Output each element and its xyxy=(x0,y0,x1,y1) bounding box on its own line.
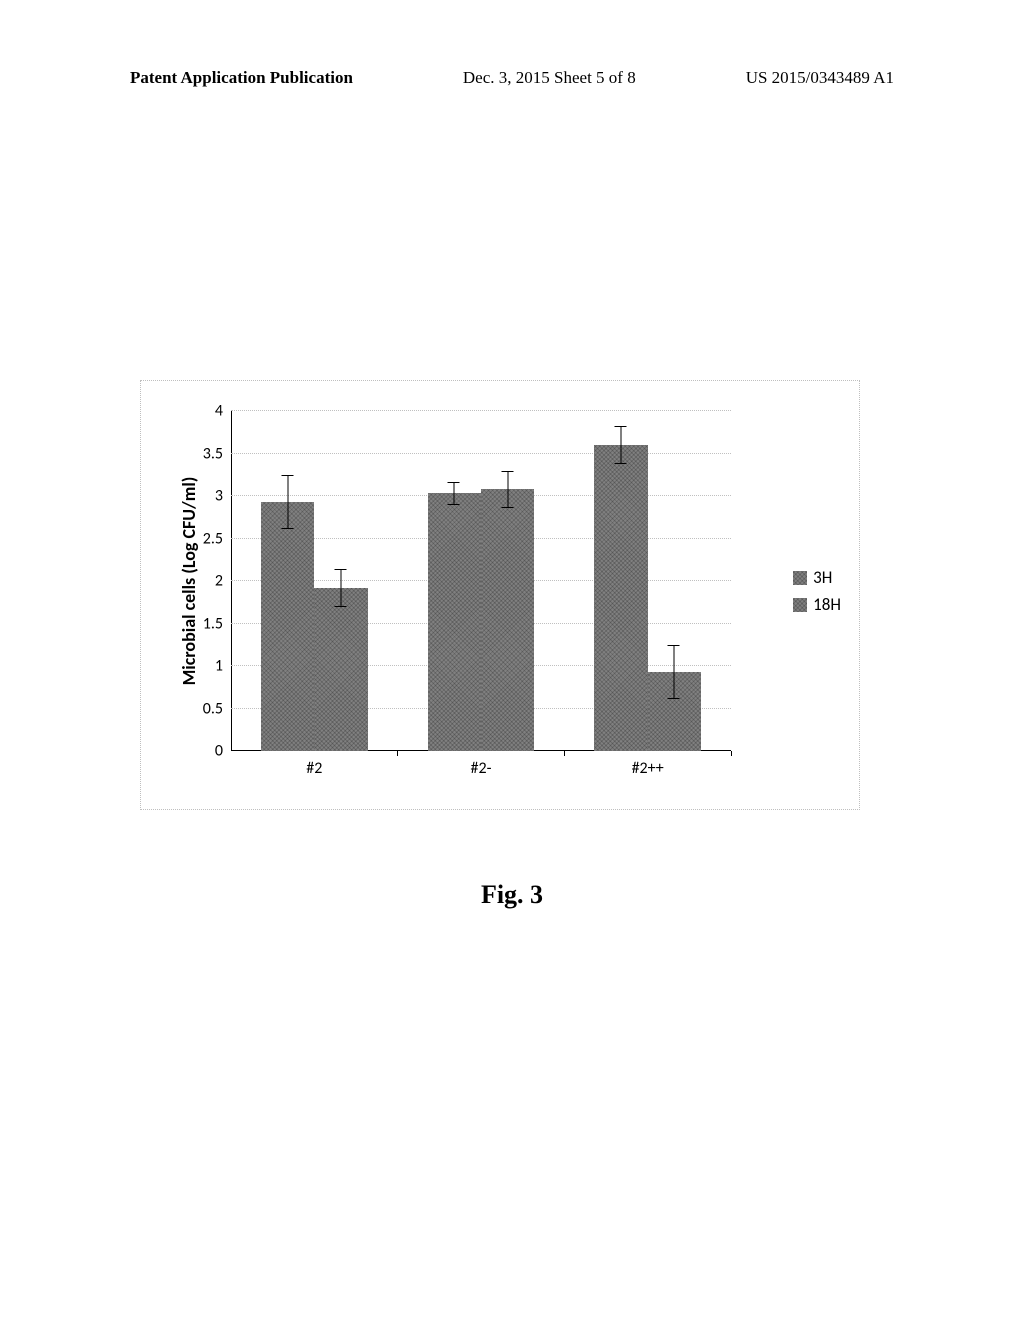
error-bar xyxy=(674,645,675,699)
error-bar xyxy=(454,482,455,504)
error-cap xyxy=(668,645,680,646)
bar xyxy=(261,502,314,751)
y-tick-label: 3.5 xyxy=(203,444,223,463)
error-cap xyxy=(615,426,627,427)
error-cap xyxy=(668,698,680,699)
y-axis xyxy=(231,411,232,751)
y-tick-label: 0.5 xyxy=(203,699,223,718)
legend-item: 3H xyxy=(793,567,841,588)
error-cap xyxy=(501,471,513,472)
legend-label: 18H xyxy=(813,594,841,615)
legend-label: 3H xyxy=(813,567,832,588)
y-tick-label: 4 xyxy=(215,402,223,421)
x-tick xyxy=(731,751,732,756)
error-cap xyxy=(281,475,293,476)
x-category-label: #2- xyxy=(471,759,492,778)
error-bar xyxy=(287,475,288,529)
error-cap xyxy=(281,528,293,529)
x-category-label: #2 xyxy=(306,759,322,778)
legend-swatch xyxy=(793,571,807,585)
error-cap xyxy=(448,482,460,483)
y-tick-label: 1 xyxy=(215,657,223,676)
header-date-sheet: Dec. 3, 2015 Sheet 5 of 8 xyxy=(463,68,636,88)
error-bar xyxy=(341,569,342,606)
bar xyxy=(481,489,534,751)
error-cap xyxy=(335,606,347,607)
y-tick-label: 2.5 xyxy=(203,529,223,548)
gridline xyxy=(231,453,731,454)
y-tick-label: 3 xyxy=(215,487,223,506)
header-publication-type: Patent Application Publication xyxy=(130,68,353,88)
plot-area: 00.511.522.533.54#2#2-#2++ xyxy=(231,411,731,751)
bar-chart: Microbial cells (Log CFU/ml) 00.511.522.… xyxy=(140,380,860,810)
bar xyxy=(314,588,367,751)
bar xyxy=(594,445,647,751)
y-tick-label: 0 xyxy=(215,742,223,761)
y-axis-title: Microbial cells (Log CFU/ml) xyxy=(178,477,200,686)
error-cap xyxy=(615,463,627,464)
error-cap xyxy=(448,504,460,505)
legend: 3H18H xyxy=(793,561,841,621)
figure-caption: Fig. 3 xyxy=(0,880,1024,910)
page-header: Patent Application Publication Dec. 3, 2… xyxy=(0,68,1024,88)
error-bar xyxy=(507,471,508,508)
x-tick xyxy=(397,751,398,756)
x-category-label: #2++ xyxy=(632,759,664,778)
legend-item: 18H xyxy=(793,594,841,615)
y-tick-label: 1.5 xyxy=(203,614,223,633)
error-bar xyxy=(621,426,622,463)
legend-swatch xyxy=(793,598,807,612)
error-cap xyxy=(335,569,347,570)
bar xyxy=(428,493,481,751)
gridline xyxy=(231,410,731,411)
error-cap xyxy=(501,507,513,508)
y-tick-label: 2 xyxy=(215,572,223,591)
x-tick xyxy=(564,751,565,756)
header-patent-number: US 2015/0343489 A1 xyxy=(746,68,894,88)
